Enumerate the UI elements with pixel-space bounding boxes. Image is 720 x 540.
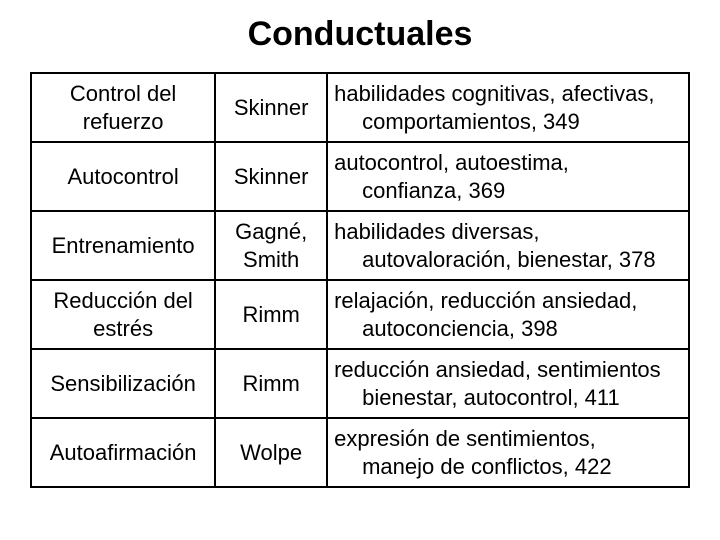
topic-line: Control del (70, 81, 176, 106)
desc-line: relajación, reducción ansiedad, (334, 288, 637, 313)
desc-cell: expresión de sentimientos, manejo de con… (327, 418, 689, 487)
desc-line: confianza, 369 (334, 177, 680, 205)
author-text: Rimm (242, 371, 299, 396)
topic-cell: Reducción del estrés (31, 280, 215, 349)
desc-cell: relajación, reducción ansiedad, autoconc… (327, 280, 689, 349)
author-cell: Skinner (215, 142, 327, 211)
topic-line: Reducción del (53, 288, 192, 313)
author-cell: Wolpe (215, 418, 327, 487)
desc-line: autoconciencia, 398 (334, 315, 680, 343)
desc-line: habilidades cognitivas, afectivas, (334, 81, 654, 106)
topic-line: Autoafirmación (50, 440, 197, 465)
topic-cell: Entrenamiento (31, 211, 215, 280)
author-cell: Rimm (215, 280, 327, 349)
page-container: Conductuales Control del refuerzo Skinne… (0, 0, 720, 540)
desc-line: reducción ansiedad, sentimientos (334, 357, 661, 382)
desc-line: comportamientos, 349 (334, 108, 680, 136)
table-row: Autoafirmación Wolpe expresión de sentim… (31, 418, 689, 487)
desc-line: habilidades diversas, (334, 219, 539, 244)
topic-line: Sensibilización (50, 371, 196, 396)
topic-cell: Sensibilización (31, 349, 215, 418)
desc-cell: autocontrol, autoestima, confianza, 369 (327, 142, 689, 211)
desc-line: expresión de sentimientos, (334, 426, 596, 451)
table-row: Reducción del estrés Rimm relajación, re… (31, 280, 689, 349)
author-text: Skinner (234, 164, 309, 189)
table-row: Control del refuerzo Skinner habilidades… (31, 73, 689, 142)
desc-cell: habilidades diversas, autovaloración, bi… (327, 211, 689, 280)
author-cell: Gagné, Smith (215, 211, 327, 280)
table-row: Sensibilización Rimm reducción ansiedad,… (31, 349, 689, 418)
desc-cell: habilidades cognitivas, afectivas, compo… (327, 73, 689, 142)
author-line: Gagné, (235, 219, 307, 244)
author-cell: Rimm (215, 349, 327, 418)
topic-line: estrés (93, 316, 153, 341)
author-text: Skinner (234, 95, 309, 120)
table-row: Entrenamiento Gagné, Smith habilidades d… (31, 211, 689, 280)
author-text: Rimm (242, 302, 299, 327)
topic-cell: Autoafirmación (31, 418, 215, 487)
desc-cell: reducción ansiedad, sentimientos bienest… (327, 349, 689, 418)
desc-line: autovaloración, bienestar, 378 (334, 246, 680, 274)
author-text: Wolpe (240, 440, 302, 465)
topic-cell: Control del refuerzo (31, 73, 215, 142)
conductuales-table: Control del refuerzo Skinner habilidades… (30, 72, 690, 488)
author-cell: Skinner (215, 73, 327, 142)
topic-line: Autocontrol (67, 164, 178, 189)
topic-cell: Autocontrol (31, 142, 215, 211)
page-title: Conductuales (30, 15, 690, 54)
topic-line: refuerzo (83, 109, 164, 134)
desc-line: autocontrol, autoestima, (334, 150, 569, 175)
desc-line: manejo de conflictos, 422 (334, 453, 680, 481)
topic-line: Entrenamiento (52, 233, 195, 258)
desc-line: bienestar, autocontrol, 411 (334, 384, 680, 412)
table-row: Autocontrol Skinner autocontrol, autoest… (31, 142, 689, 211)
author-line: Smith (243, 247, 299, 272)
